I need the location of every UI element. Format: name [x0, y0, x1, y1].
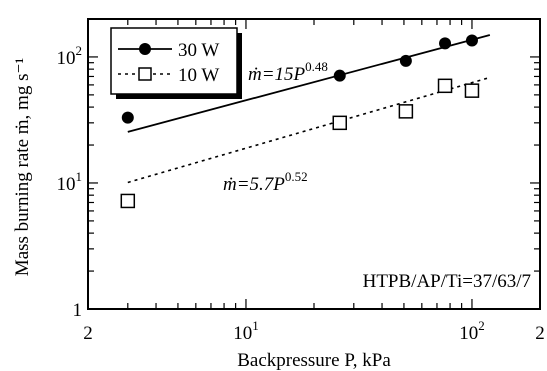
y-tick-label-exp: 2 — [76, 43, 83, 58]
legend-marker-10w — [138, 67, 152, 81]
fit-line-30w — [127, 34, 491, 133]
x-tick-label-exp: 1 — [252, 318, 259, 333]
data-point-30w — [333, 69, 346, 82]
x-tick-label: 2 — [535, 323, 545, 344]
y-tick-label-base: 10 — [57, 48, 76, 69]
data-point-30w — [399, 54, 412, 67]
fit-label-10w-base: ṁ=5.7P — [223, 174, 285, 195]
x-tick-label-exp: 2 — [478, 318, 485, 333]
fit-label-10w: ṁ=5.7P0.52 — [223, 169, 308, 195]
data-point-10w — [464, 83, 480, 98]
y-tick-label-base: 1 — [73, 300, 83, 321]
y-tick-label: 102 — [57, 43, 83, 69]
legend-label-10w: 10 W — [178, 65, 219, 86]
data-point-30w — [121, 111, 134, 124]
fit-label-30w: ṁ=15P0.48 — [248, 59, 328, 85]
x-tick-label-base: 10 — [459, 323, 478, 344]
data-point-30w — [465, 34, 478, 47]
x-tick-label: 101 — [233, 318, 259, 344]
x-axis-label: Backpressure P, kPa — [237, 350, 391, 371]
legend-label-30w: 30 W — [178, 40, 219, 61]
x-tick-label-base: 2 — [535, 323, 545, 344]
x-axis-ticks: 2 101 102 2 — [83, 19, 545, 344]
y-tick-label: 1 — [73, 300, 83, 321]
data-point-10w — [120, 193, 136, 209]
data-point-10w — [437, 78, 453, 94]
data-point-30w — [439, 37, 452, 50]
fit-label-30w-exp: 0.48 — [305, 59, 328, 74]
legend: 30 W 10 W — [110, 27, 242, 99]
x-tick-label-base: 10 — [233, 323, 252, 344]
y-tick-label-base: 10 — [57, 174, 76, 195]
y-axis-label: Mass burning rate ṁ, mg s⁻¹ — [12, 58, 33, 277]
data-point-10w — [332, 115, 348, 131]
legend-marker-30w — [139, 43, 151, 55]
right-axis-minor-ticks — [530, 18, 540, 310]
fit-label-30w-base: ṁ=15P — [248, 64, 306, 85]
x-tick-label: 2 — [83, 323, 93, 344]
data-points — [120, 34, 480, 209]
x-tick-label: 102 — [459, 318, 485, 344]
fit-lines — [127, 34, 491, 184]
fit-label-10w-exp: 0.52 — [285, 169, 308, 184]
composition-annotation: HTPB/AP/Ti=37/63/7 — [363, 271, 531, 292]
y-tick-label-exp: 1 — [76, 169, 83, 184]
x-tick-label-base: 2 — [83, 323, 93, 344]
data-point-10w — [398, 104, 414, 119]
y-tick-label: 101 — [57, 169, 83, 195]
legend-box — [110, 27, 238, 95]
